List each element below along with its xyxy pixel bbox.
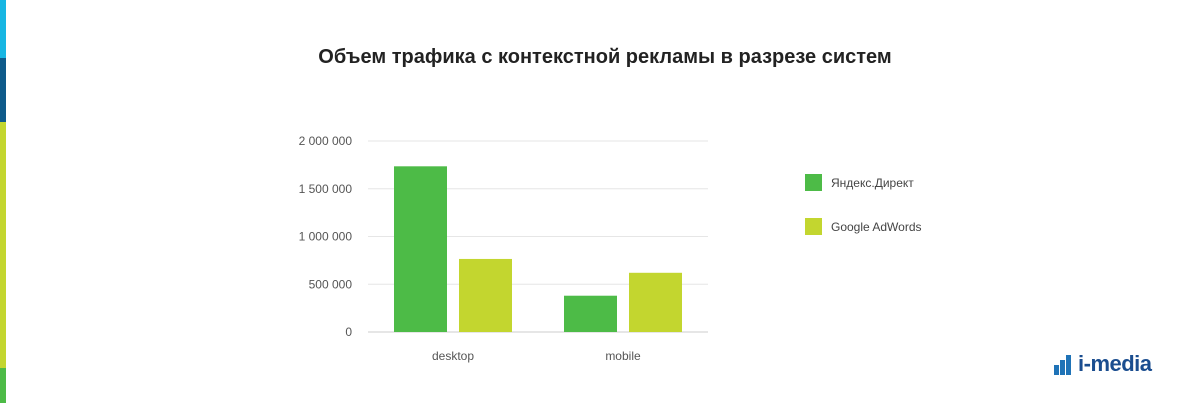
chart-title: Объем трафика с контекстной рекламы в ра…: [318, 46, 892, 68]
y-tick-label: 0: [345, 325, 352, 339]
brand-stripes: [0, 0, 6, 403]
y-tick-label: 1 000 000: [299, 230, 353, 244]
bar-desktop-yandex: [394, 166, 447, 332]
y-tick-label: 500 000: [309, 277, 353, 291]
y-tick-label: 1 500 000: [299, 182, 353, 196]
stripe-navy: [0, 58, 6, 122]
x-category-label: desktop: [432, 349, 474, 363]
legend-swatch: [805, 174, 822, 191]
y-tick-label: 2 000 000: [299, 134, 353, 148]
logo-blocks-icon: [1054, 353, 1076, 375]
legend-swatch: [805, 218, 822, 235]
i-media-logo: i-media: [1054, 350, 1152, 378]
legend-label: Google AdWords: [831, 220, 922, 234]
stripe-green: [0, 368, 6, 403]
stripe-lime: [0, 122, 6, 368]
bar-mobile-google: [629, 272, 682, 332]
stripe-cyan: [0, 0, 6, 58]
logo-text: i-media: [1078, 351, 1152, 376]
bar-desktop-google: [459, 258, 512, 332]
x-category-label: mobile: [605, 349, 641, 363]
legend-label: Яндекс.Директ: [831, 176, 914, 190]
bar-mobile-yandex: [564, 295, 617, 332]
